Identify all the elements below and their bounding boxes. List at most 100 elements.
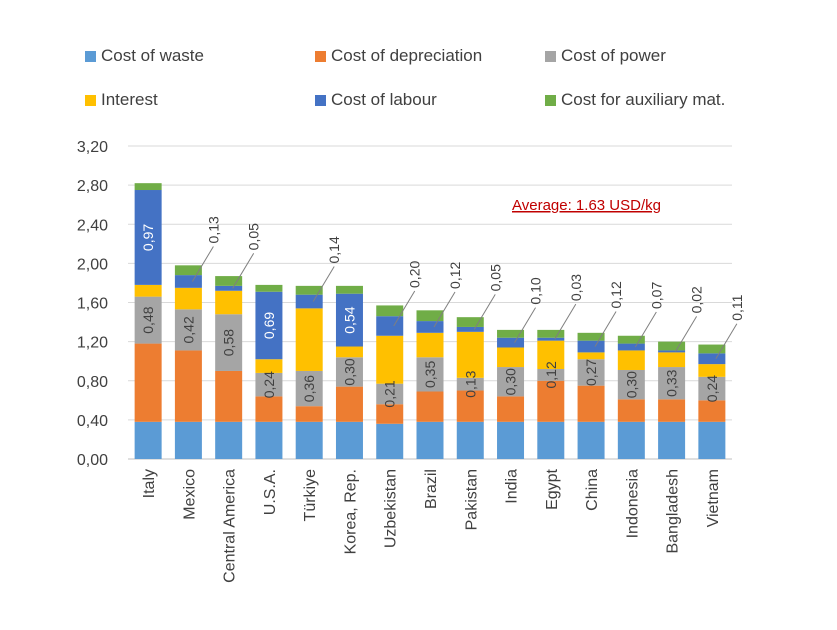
bar-segment xyxy=(698,421,726,459)
data-label: 0,12 xyxy=(447,261,463,288)
legend-swatch xyxy=(545,94,556,106)
bar-segment xyxy=(416,332,444,358)
legend-label: Interest xyxy=(101,90,158,109)
y-tick-label: 0,80 xyxy=(77,374,108,391)
callout-line xyxy=(514,307,536,343)
bar-segment xyxy=(215,314,243,371)
bar-segment xyxy=(255,291,283,360)
bar-segment xyxy=(537,340,565,370)
data-label: 0,24 xyxy=(261,371,277,398)
legend-item: Cost of waste xyxy=(85,46,204,66)
data-label: 0,48 xyxy=(140,306,156,333)
data-label: 0,10 xyxy=(528,277,544,304)
y-tick-label: 2,40 xyxy=(77,217,108,234)
bar-segment xyxy=(335,357,363,387)
y-tick-label: 1,60 xyxy=(77,296,108,313)
bar-segment xyxy=(497,396,525,422)
bar-segment xyxy=(335,293,363,347)
data-label: 0,20 xyxy=(407,261,423,288)
x-tick-label: Indonesia xyxy=(624,469,641,538)
bar-segment xyxy=(134,190,162,285)
data-label: 0,36 xyxy=(301,375,317,402)
x-tick-label: China xyxy=(584,469,601,511)
data-label: 0,69 xyxy=(261,312,277,339)
legend-swatch xyxy=(315,94,326,106)
bar-segment xyxy=(335,285,363,294)
legend-label: Cost for auxiliary mat. xyxy=(561,90,726,109)
bar-segment xyxy=(497,337,525,348)
bar-segment xyxy=(416,321,444,333)
bar-segment xyxy=(295,308,323,371)
data-label: 0,30 xyxy=(623,371,639,398)
bar-segment xyxy=(376,383,404,405)
bar-segment xyxy=(617,335,645,344)
bar-segment xyxy=(698,344,726,354)
bar-segment xyxy=(134,183,162,191)
legend-item: Cost of depreciation xyxy=(315,46,482,66)
bar-segment xyxy=(335,386,363,422)
bar-segment xyxy=(174,421,202,459)
bar-segment xyxy=(698,400,726,422)
bar-segment xyxy=(416,391,444,422)
x-tick-label: Korea, Rep. xyxy=(342,469,359,554)
bar-segment xyxy=(577,421,605,459)
data-label: 0,12 xyxy=(543,361,559,388)
data-label: 0,05 xyxy=(246,223,262,250)
x-tick-label: Pakistan xyxy=(463,469,480,530)
bar-segment xyxy=(497,421,525,459)
x-tick-label: Bangladesh xyxy=(665,469,682,554)
legend-label: Cost of waste xyxy=(101,46,204,65)
y-tick-label: 3,20 xyxy=(77,139,108,156)
x-tick-label: Central America xyxy=(222,469,239,583)
bar-segment xyxy=(497,367,525,397)
data-label: 0,07 xyxy=(648,282,664,309)
bar-segment xyxy=(456,331,484,378)
callout-line xyxy=(715,323,738,359)
bar-segment xyxy=(658,399,686,422)
bar-segment xyxy=(497,347,525,368)
bar-segment xyxy=(577,340,605,353)
bar-segment xyxy=(456,390,484,422)
data-label: 0,35 xyxy=(422,361,438,388)
bar-segment xyxy=(376,404,404,424)
data-label: 0,33 xyxy=(664,369,680,396)
bar-segment xyxy=(456,421,484,459)
legend-label: Cost of power xyxy=(561,46,666,65)
data-label: 0,30 xyxy=(503,368,519,395)
bar-segment xyxy=(134,284,162,297)
data-label: 0,21 xyxy=(382,380,398,407)
legend-item: Cost of labour xyxy=(315,90,437,110)
bar-segment xyxy=(255,372,283,397)
data-label: 0,24 xyxy=(704,375,720,402)
bar-segment xyxy=(295,406,323,422)
bar-segment xyxy=(376,305,404,317)
bar-segment xyxy=(698,376,726,401)
bar-segment xyxy=(376,335,404,384)
legend-swatch xyxy=(545,50,556,62)
data-label: 0,27 xyxy=(583,359,599,386)
legend-item: Cost for auxiliary mat. xyxy=(545,90,725,110)
y-tick-label: 0,40 xyxy=(77,413,108,430)
x-tick-label: U.S.A. xyxy=(262,469,279,515)
bar-segment xyxy=(658,341,686,351)
bar-segment xyxy=(174,265,202,276)
bar-segment xyxy=(537,380,565,422)
bar-segment xyxy=(215,370,243,422)
y-axis-tick-labels: 0,00 0,40 0,80 1,20 1,60 2,00 2,40 2,80 3,20 xyxy=(77,139,108,469)
bar-segment xyxy=(255,284,283,292)
legend-swatch xyxy=(315,50,326,62)
bar-segment xyxy=(335,421,363,459)
data-label: 0,58 xyxy=(221,329,237,356)
legend-item: Cost of power xyxy=(545,46,666,66)
legend-label: Cost of depreciation xyxy=(331,46,483,65)
bar-segment xyxy=(335,346,363,358)
bar-segment xyxy=(617,421,645,459)
x-tick-label: Mexico xyxy=(181,469,198,520)
bar-segment xyxy=(617,369,645,400)
callout-line xyxy=(232,253,255,289)
y-tick-label: 2,00 xyxy=(77,256,108,273)
x-tick-label: Italy xyxy=(141,469,158,498)
bar-segment xyxy=(577,359,605,386)
bar-segment xyxy=(698,364,726,377)
legend-label: Cost of labour xyxy=(331,90,437,109)
